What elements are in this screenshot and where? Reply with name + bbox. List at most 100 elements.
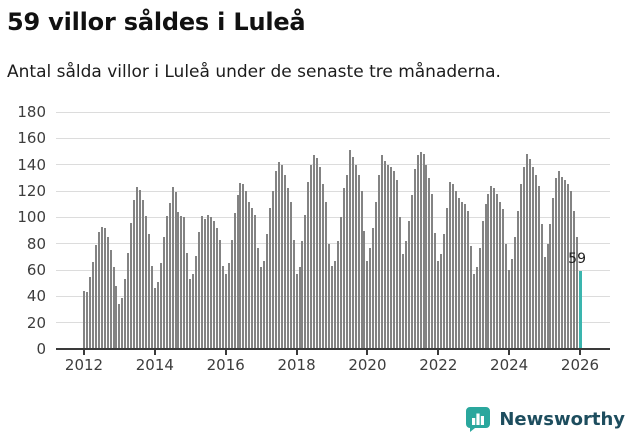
bar — [236, 194, 239, 348]
x-axis-tick — [224, 350, 227, 355]
bar — [313, 155, 316, 348]
bar — [333, 260, 336, 348]
bar — [168, 202, 171, 348]
x-axis-line — [56, 348, 610, 350]
bar — [100, 226, 103, 348]
bar — [472, 273, 475, 348]
bar — [537, 185, 540, 348]
y-axis-label: 60 — [26, 261, 46, 279]
bar — [375, 201, 378, 348]
bar — [286, 188, 289, 348]
bar — [189, 279, 192, 348]
gridline — [56, 322, 610, 324]
newsworthy-logo[interactable]: Newsworthy — [465, 406, 625, 432]
x-axis-label: 2014 — [135, 356, 174, 374]
y-axis-label: 20 — [26, 313, 46, 332]
bar — [325, 201, 328, 348]
bar — [171, 187, 174, 348]
bar — [443, 234, 446, 348]
bar — [233, 213, 236, 348]
value-label: 59 — [568, 251, 586, 268]
y-axis-label: 80 — [26, 234, 46, 253]
y-axis-label: 40 — [26, 287, 46, 306]
bar — [251, 208, 254, 348]
bar — [304, 214, 307, 348]
bar — [88, 276, 91, 348]
bar — [552, 197, 555, 348]
bar — [280, 164, 283, 348]
bar — [387, 164, 390, 348]
bar — [118, 304, 121, 348]
bar — [130, 222, 133, 348]
bar — [221, 266, 224, 348]
bar — [269, 208, 271, 348]
bar — [460, 201, 463, 348]
bar — [390, 167, 393, 348]
bar — [493, 188, 496, 348]
bar — [109, 250, 112, 348]
bar — [331, 266, 333, 348]
bar — [517, 210, 519, 348]
bar — [186, 252, 189, 348]
bar — [183, 217, 186, 348]
bar — [159, 263, 162, 348]
gridline — [56, 243, 610, 245]
bar — [558, 171, 561, 348]
bar — [452, 184, 455, 348]
x-axis-label: 2018 — [277, 356, 316, 374]
bar — [564, 180, 567, 348]
bar — [484, 204, 487, 348]
bar — [124, 279, 127, 348]
bar — [431, 193, 434, 348]
bar — [351, 156, 354, 348]
bar — [372, 227, 375, 348]
bar — [292, 239, 295, 348]
bar — [289, 201, 292, 348]
bar — [121, 297, 124, 348]
bar — [413, 168, 416, 348]
bar — [147, 234, 150, 348]
y-axis-label: 160 — [17, 129, 46, 148]
gridline — [56, 137, 610, 139]
y-axis-label: 100 — [17, 208, 46, 227]
y-axis-label: 0 — [36, 340, 46, 358]
bar — [469, 246, 472, 348]
bar — [145, 216, 147, 348]
highlighted-bar — [578, 271, 582, 348]
bar — [401, 254, 404, 348]
bar — [83, 291, 85, 348]
bar — [404, 241, 407, 348]
bar — [257, 247, 260, 348]
bar — [546, 243, 549, 348]
bar — [133, 200, 136, 348]
bar — [192, 273, 195, 348]
bar — [384, 160, 387, 348]
x-axis-label: 2020 — [348, 356, 387, 374]
bar — [508, 270, 511, 348]
bar — [514, 237, 517, 348]
x-axis-label: 2016 — [206, 356, 245, 374]
bar — [174, 192, 177, 348]
x-axis-label: 2012 — [64, 356, 104, 374]
bar — [354, 164, 357, 348]
newsworthy-logo-icon — [466, 407, 491, 432]
bar — [94, 244, 97, 348]
bar — [227, 263, 230, 348]
bar — [342, 188, 345, 348]
x-axis-tick — [366, 350, 369, 355]
x-axis-tick — [153, 350, 156, 355]
bar — [434, 233, 437, 348]
bar — [112, 267, 115, 348]
bar — [363, 230, 366, 348]
bar — [260, 267, 263, 348]
bar — [274, 171, 277, 348]
bar — [528, 159, 531, 348]
bar — [570, 191, 573, 348]
bar — [245, 191, 248, 348]
bar — [398, 217, 401, 348]
bar — [162, 237, 165, 348]
bar — [576, 237, 579, 348]
bar — [490, 185, 493, 348]
bar — [153, 288, 156, 348]
bar — [248, 201, 251, 348]
